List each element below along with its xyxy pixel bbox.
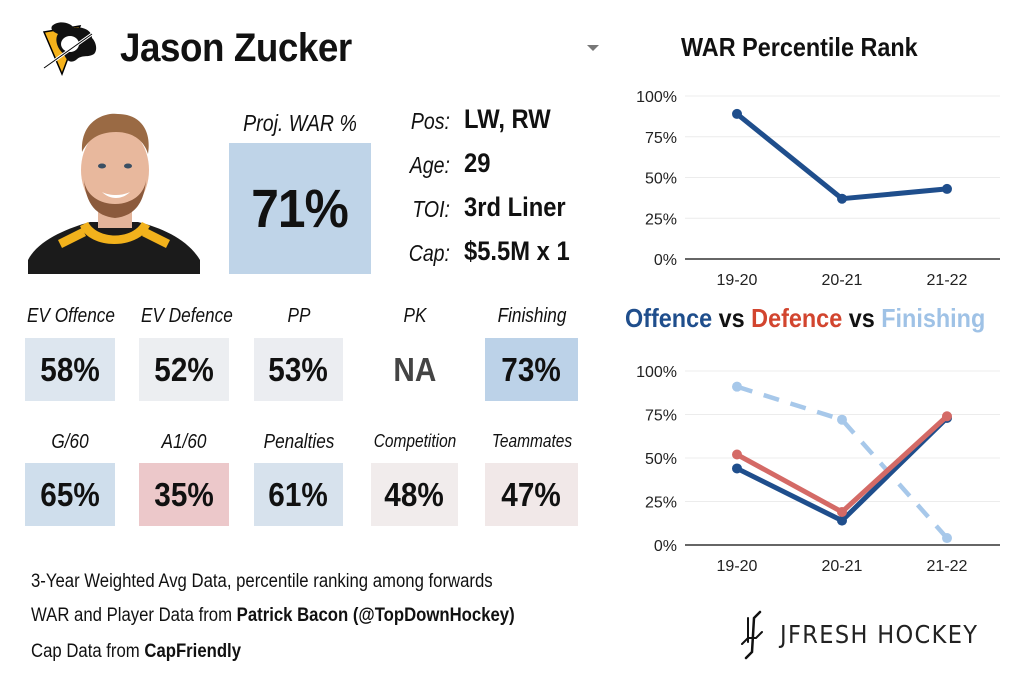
chart-title-part: vs	[712, 303, 752, 333]
tile-value-ev-offence: 58%	[40, 350, 100, 388]
series-line-defence	[734, 413, 950, 515]
info-label-toi: TOI:	[412, 196, 450, 222]
data-point-offence	[732, 463, 742, 474]
tile-value-penalties: 61%	[268, 475, 329, 513]
y-tick-label: 50%	[645, 171, 677, 188]
chart-title-part: Offence	[625, 303, 713, 333]
x-tick-label: 21-22	[927, 558, 968, 575]
data-point-defence	[837, 506, 847, 517]
tile-value-teammates: 47%	[501, 475, 562, 513]
tile-competition: 48%	[371, 463, 458, 526]
tile-a1-60: 35%	[139, 463, 229, 526]
info-label-position: Pos:	[410, 108, 450, 134]
tile-label-pk: PK	[403, 305, 426, 327]
offence-defence-finishing-chart: 0% 25% 50% 75% 100% 19-20 20-21 21-22	[636, 364, 1000, 575]
note-war-source-prefix: WAR and Player Data from	[31, 605, 237, 626]
proj-war-value: 71%	[251, 178, 350, 239]
note-methodology: 3-Year Weighted Avg Data, percentile ran…	[31, 571, 493, 592]
y-tick-label: 100%	[636, 364, 677, 381]
brand: JFRESH HOCKEY	[738, 608, 1000, 660]
ovdvf-chart-title: Offence vs Defence vs Finishing	[625, 303, 985, 334]
data-point-finishing	[732, 381, 742, 392]
y-tick-label: 50%	[645, 451, 677, 468]
tile-label-finishing: Finishing	[497, 305, 566, 327]
chart-title-part: Finishing	[881, 303, 986, 333]
tile-finishing: 73%	[485, 338, 578, 401]
jfresh-hockey-logo-icon	[741, 610, 763, 660]
tile-value-pp: 53%	[268, 350, 329, 388]
data-point-offence	[837, 515, 847, 526]
tile-penalties: 61%	[254, 463, 343, 526]
x-tick-label: 19-20	[717, 272, 758, 289]
y-tick-label: 0%	[654, 252, 677, 269]
data-point-war	[942, 183, 952, 194]
tile-value-ev-defence: 52%	[154, 350, 214, 388]
x-tick-label: 21-22	[927, 272, 968, 289]
tile-ev-defence: 52%	[139, 338, 229, 401]
tile-value-pk: NA	[393, 350, 436, 388]
series-line-war	[734, 111, 950, 202]
brand-name: JFRESH HOCKEY	[780, 619, 979, 649]
info-label-age: Age:	[409, 152, 450, 178]
note-cap-source-prefix: Cap Data from	[31, 641, 145, 662]
y-tick-label: 75%	[645, 408, 677, 425]
tile-label-ev-offence: EV Offence	[27, 305, 115, 327]
info-value-cap: $5.5M x 1	[464, 236, 570, 266]
y-tick-label: 100%	[636, 89, 677, 106]
tile-label-penalties: Penalties	[263, 431, 334, 453]
note-war-source: WAR and Player Data from Patrick Bacon (…	[31, 605, 515, 627]
proj-war-label: Proj. WAR %	[243, 110, 357, 136]
tile-value-competition: 48%	[384, 475, 445, 513]
y-tick-label: 0%	[654, 538, 677, 555]
y-tick-label: 25%	[645, 211, 677, 228]
note-war-source-author: Patrick Bacon (@TopDownHockey)	[236, 605, 515, 626]
y-tick-label: 25%	[645, 495, 677, 512]
war-percentile-chart: 0% 25% 50% 75% 100% 19-20 20-21 21-22	[636, 89, 1000, 289]
note-cap-source: Cap Data from CapFriendly	[31, 641, 241, 663]
proj-war-tile: 71%	[229, 143, 371, 274]
caret-down-icon[interactable]	[587, 45, 599, 51]
data-point-defence	[942, 411, 952, 422]
data-point-war	[732, 108, 742, 119]
x-tick-label: 20-21	[822, 272, 863, 289]
data-point-finishing	[837, 414, 847, 425]
x-tick-label: 19-20	[717, 558, 758, 575]
tile-value-g-60: 65%	[40, 475, 100, 513]
tile-label-pp: PP	[287, 305, 310, 327]
war-chart-title: WAR Percentile Rank	[681, 32, 918, 62]
tile-g-60: 65%	[25, 463, 115, 526]
info-value-age: 29	[464, 148, 491, 178]
tile-label-a1-60: A1/60	[161, 431, 207, 453]
tile-pp: 53%	[254, 338, 343, 401]
team-logo-icon	[40, 20, 102, 77]
data-point-defence	[732, 449, 742, 460]
chart-title-part: Defence	[751, 303, 843, 333]
info-label-cap: Cap:	[408, 240, 450, 266]
info-value-toi: 3rd Liner	[464, 192, 566, 222]
tile-label-competition: Competition	[373, 431, 456, 451]
tile-label-teammates: Teammates	[491, 431, 572, 451]
tile-teammates: 47%	[485, 463, 578, 526]
player-photo	[28, 100, 200, 274]
tile-label-ev-defence: EV Defence	[141, 305, 233, 327]
y-tick-label: 75%	[645, 130, 677, 147]
data-point-finishing	[942, 533, 952, 544]
tile-label-g-60: G/60	[51, 431, 89, 453]
tile-ev-offence: 58%	[25, 338, 115, 401]
series-line-finishing	[736, 384, 949, 540]
chart-title-part: vs	[842, 303, 882, 333]
x-tick-label: 20-21	[822, 558, 863, 575]
player-name: Jason Zucker	[120, 26, 352, 70]
note-cap-source-name: CapFriendly	[144, 641, 242, 662]
tile-pk: NA	[371, 338, 458, 401]
tile-value-finishing: 73%	[501, 350, 562, 388]
data-point-war	[837, 193, 847, 204]
info-value-position: LW, RW	[464, 104, 551, 134]
tile-value-a1-60: 35%	[154, 475, 214, 513]
